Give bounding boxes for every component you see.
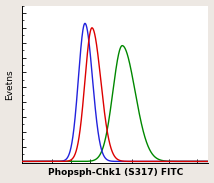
- X-axis label: Phopsph-Chk1 (S317) FITC: Phopsph-Chk1 (S317) FITC: [48, 168, 183, 178]
- Y-axis label: Evetns: Evetns: [6, 69, 15, 100]
